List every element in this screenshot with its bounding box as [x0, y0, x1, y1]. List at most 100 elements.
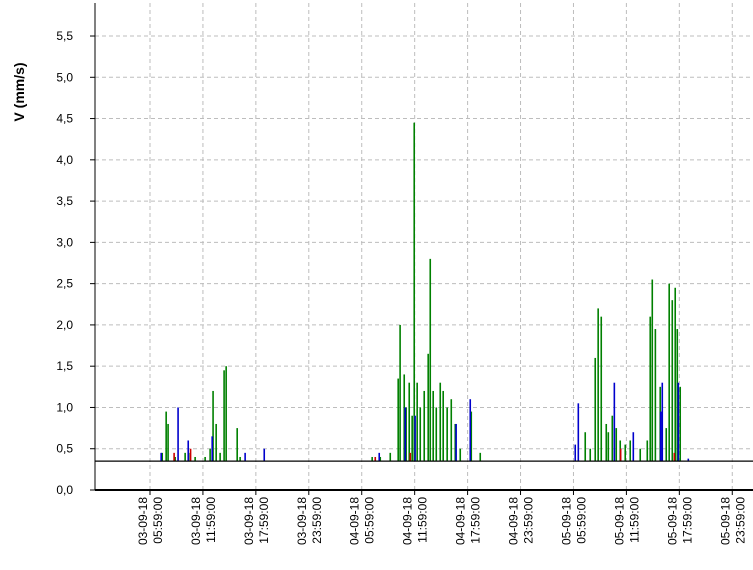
y-tick-label: 3,0: [56, 235, 73, 249]
bar: [673, 452, 676, 462]
bar: [167, 423, 169, 462]
bar: [389, 452, 392, 462]
x-tick-label: 04-09-1805:59:00: [348, 497, 377, 545]
bar: [403, 374, 406, 462]
bar: [584, 432, 587, 462]
bar: [173, 452, 175, 462]
y-tick-label: 5,0: [56, 70, 73, 84]
bar: [651, 279, 654, 462]
bar: [399, 324, 401, 462]
bar: [411, 415, 413, 462]
bar: [236, 428, 238, 462]
bar: [594, 357, 597, 462]
bar: [204, 456, 206, 462]
bar: [605, 423, 608, 462]
y-axis-label: V (mm/s): [11, 62, 27, 121]
bar: [194, 456, 196, 462]
bar: [215, 423, 217, 462]
y-tick-label: 3,5: [56, 194, 73, 208]
bar: [613, 382, 616, 462]
bar: [371, 456, 373, 462]
bar: [479, 452, 482, 462]
y-tick-label: 0,0: [56, 483, 73, 497]
bar: [619, 448, 622, 462]
bar: [597, 308, 599, 462]
bar: [212, 390, 214, 462]
bar: [413, 122, 416, 462]
bar: [419, 407, 422, 462]
bar: [404, 407, 407, 462]
bar: [223, 370, 225, 462]
bar: [671, 300, 674, 462]
x-tick-label: 05-09-1805:59:00: [559, 497, 588, 545]
x-tick-label: 03-09-1817:59:00: [242, 497, 271, 545]
x-tick-label: 04-09-1811:59:00: [401, 497, 430, 545]
bar: [632, 432, 635, 462]
bar: [649, 316, 652, 462]
bar: [600, 316, 603, 462]
y-tick-label: 5,5: [56, 29, 73, 43]
bar: [446, 407, 448, 462]
bar: [161, 452, 163, 462]
bar: [607, 432, 610, 462]
bar: [244, 452, 246, 462]
bar: [454, 423, 457, 462]
bar: [184, 452, 186, 462]
bar: [405, 407, 407, 462]
bar: [629, 440, 632, 462]
bar: [615, 428, 618, 462]
y-tick-label: 1,5: [56, 359, 73, 373]
bar: [455, 423, 457, 462]
y-tick-label: 2,5: [56, 277, 73, 291]
bar: [219, 452, 221, 462]
x-tick-label: 05-09-1811:59:00: [612, 497, 641, 545]
bar: [674, 287, 677, 462]
bar: [687, 458, 690, 462]
bar: [442, 390, 444, 462]
bar: [263, 448, 266, 462]
bar: [409, 452, 412, 462]
bar: [469, 399, 472, 462]
bar: [676, 329, 679, 462]
bar: [661, 382, 664, 462]
x-tick-label: 03-09-1811:59:00: [189, 497, 218, 545]
bar: [225, 366, 227, 462]
bar: [577, 403, 580, 462]
bar: [427, 353, 429, 462]
bar: [378, 452, 381, 462]
bar: [659, 411, 662, 462]
bar: [470, 411, 473, 462]
bar: [177, 407, 179, 462]
bar: [189, 448, 192, 462]
bar: [654, 329, 657, 462]
bar: [374, 456, 377, 462]
bar: [423, 390, 426, 462]
bar: [379, 456, 382, 462]
bar: [665, 428, 668, 462]
bar: [677, 382, 680, 462]
y-tick-label: 4,0: [56, 153, 73, 167]
x-tick-label: 03-09-1823:59:00: [295, 497, 324, 545]
y-tick-label: 2,0: [56, 318, 73, 332]
bar: [459, 448, 462, 462]
bar: [439, 382, 442, 462]
bar: [624, 444, 627, 462]
x-tick-label: 05-09-1823:59:00: [718, 497, 747, 545]
bar: [414, 415, 416, 462]
bar: [408, 382, 411, 462]
bar: [165, 411, 167, 462]
bar: [211, 436, 213, 462]
bar: [429, 258, 432, 462]
x-tick-label: 04-09-1823:59:00: [507, 497, 536, 545]
y-tick-label: 4,5: [56, 112, 73, 126]
x-tick-label: 04-09-1817:59:00: [454, 497, 483, 545]
bar: [668, 283, 670, 462]
bar: [679, 386, 682, 462]
bar: [574, 444, 577, 462]
x-tick-label: 05-09-1817:59:00: [665, 497, 694, 545]
bar: [187, 440, 190, 462]
y-tick-label: 0,5: [56, 442, 73, 456]
bar: [639, 448, 642, 462]
bar: [450, 399, 453, 462]
